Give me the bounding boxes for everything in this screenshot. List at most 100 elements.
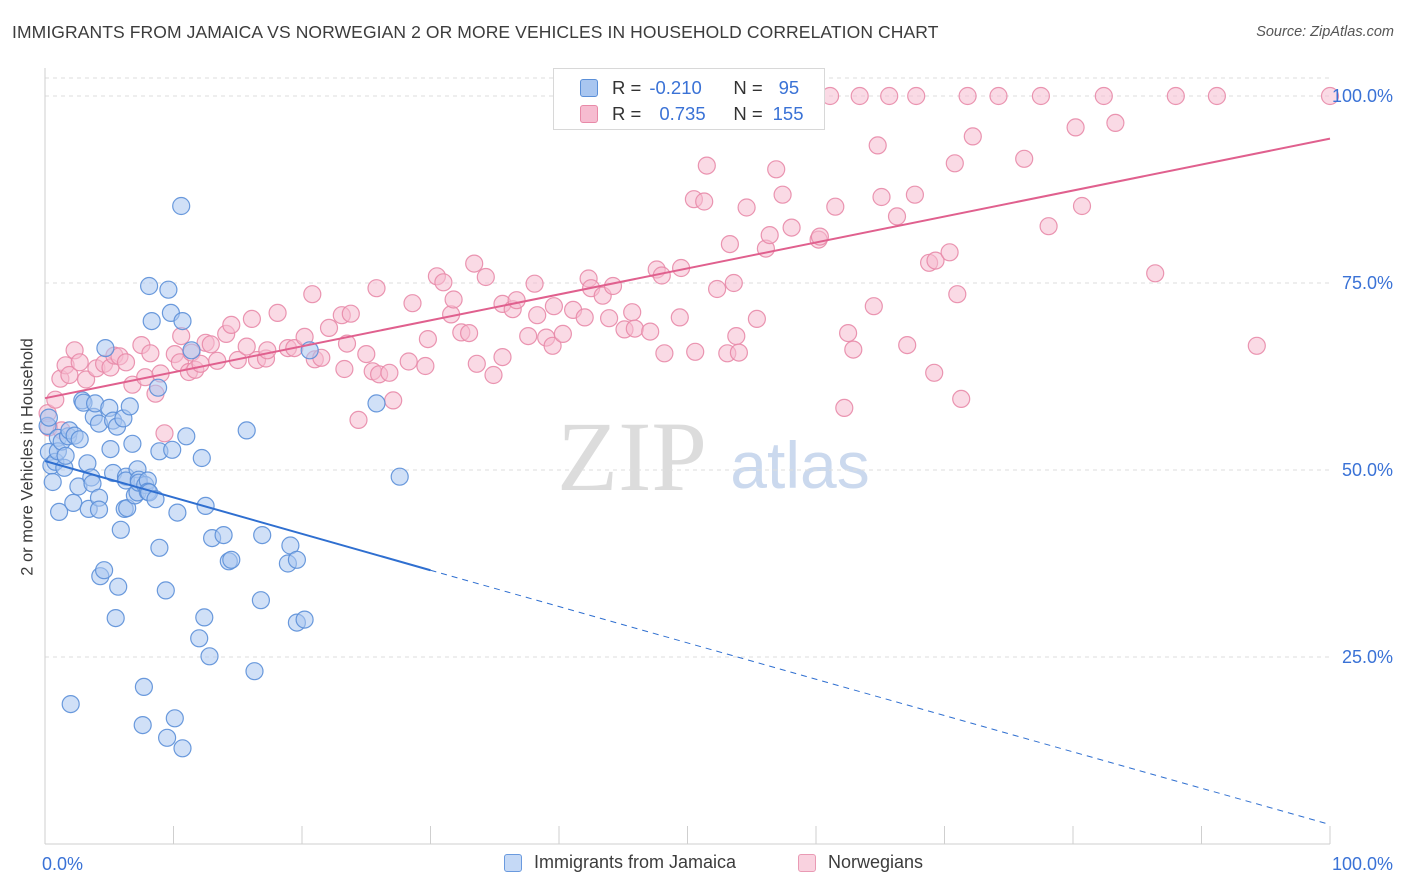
stats-legend: R = -0.210 N = 95 R = 0.735 N = 155 [553, 68, 825, 130]
chart-title: IMMIGRANTS FROM JAMAICA VS NORWEGIAN 2 O… [12, 22, 939, 42]
norwegians-point [544, 297, 564, 316]
jamaica-point [182, 341, 201, 360]
jamaica-point [156, 581, 175, 600]
jamaica-point [134, 677, 153, 697]
jamaica-point [70, 430, 89, 449]
norwegians-point [46, 390, 65, 409]
jamaica-point [133, 715, 152, 735]
bottom-legend: Immigrants from Jamaica Norwegians [0, 852, 1406, 878]
norwegians-point [222, 315, 241, 334]
norwegians-point [625, 319, 644, 338]
jamaica-point [173, 312, 192, 331]
norwegians-point [349, 410, 368, 429]
y-tick-label: 100.0% [1332, 86, 1393, 106]
jamaica-point [245, 662, 264, 681]
norwegians-point [201, 335, 220, 354]
norwegians-point [258, 341, 277, 360]
norwegians-point [543, 336, 562, 355]
jamaica-point [237, 421, 256, 440]
norwegians-point [484, 365, 503, 385]
norwegians-point [1066, 118, 1085, 137]
norwegians-point [948, 285, 967, 304]
norwegians-point [872, 187, 891, 207]
norwegians-point [1072, 196, 1092, 216]
norwegians-point [695, 192, 714, 211]
norwegians-point [1247, 336, 1266, 355]
jamaica-point [172, 196, 191, 216]
norwegians-point [729, 343, 749, 362]
norwegians-point [465, 254, 484, 273]
jamaica-point [253, 525, 272, 545]
norwegians-point [782, 218, 801, 237]
norwegians-point [952, 389, 971, 408]
norwegians-point [864, 297, 883, 316]
norwegians-point [525, 274, 544, 293]
legend-label-norwegians: Norwegians [828, 852, 924, 872]
norwegians-point [399, 352, 418, 371]
norwegians-point [926, 251, 945, 270]
jamaica-point [200, 647, 219, 666]
stats-row-jamaica: R = -0.210 N = 95 [580, 76, 799, 100]
norwegians-point [641, 322, 660, 341]
jamaica-swatch [580, 79, 598, 97]
jamaica-point [146, 490, 165, 509]
norwegians-point [367, 279, 386, 298]
norwegians-point [341, 304, 360, 323]
norwegians-point [337, 334, 357, 353]
norwegians-point [945, 154, 964, 173]
tick-labels: 25.0% 50.0% 75.0% 100.0% 0.0% 100.0% [42, 86, 1393, 874]
jamaica-point [190, 629, 209, 648]
x-tick-label-min: 0.0% [42, 854, 83, 874]
norwegians-point [335, 359, 354, 379]
norwegians-point [925, 363, 944, 382]
norwegians-point [460, 324, 479, 343]
norwegians-point [989, 86, 1008, 106]
jamaica-trend-extension [430, 569, 1331, 826]
norwegians-point [418, 330, 437, 349]
norwegians-point [727, 327, 746, 346]
norwegians-point [767, 160, 786, 179]
norwegians-point [237, 337, 256, 356]
norwegians-point [887, 207, 907, 226]
norwegians-series [38, 86, 1340, 443]
r-value-norwegians: 0.735 [659, 103, 706, 124]
jamaica-point [214, 525, 233, 545]
norwegians-swatch [580, 105, 598, 123]
norwegians-point [380, 363, 399, 382]
jamaica-point [43, 472, 62, 492]
jamaica-point [159, 280, 178, 299]
norwegians-point [116, 353, 136, 372]
jamaica-point [177, 427, 196, 446]
jamaica-point [295, 610, 314, 629]
norwegians-point [603, 276, 623, 296]
legend-item-jamaica[interactable]: Immigrants from Jamaica [504, 852, 736, 873]
jamaica-point [149, 378, 168, 397]
norwegians-point [760, 226, 779, 245]
jamaica-point [173, 739, 192, 758]
norwegians-point [1015, 149, 1034, 168]
jamaica-point [61, 694, 80, 714]
jamaica-point [367, 394, 386, 413]
r-value-jamaica: -0.210 [649, 77, 702, 98]
norwegians-point [70, 353, 89, 372]
norwegians-point [172, 327, 191, 346]
n-value-jamaica: 95 [778, 77, 800, 98]
norwegians-point [141, 344, 160, 363]
x-tick-label-max: 100.0% [1332, 854, 1393, 874]
norwegians-point [1207, 86, 1227, 106]
jamaica-point [64, 493, 83, 512]
norwegians-point [623, 303, 642, 322]
jamaica-point [123, 434, 142, 453]
legend-item-norwegians[interactable]: Norwegians [798, 852, 923, 873]
y-tick-label: 50.0% [1342, 460, 1393, 480]
jamaica-series [38, 196, 409, 758]
y-tick-label: 25.0% [1342, 647, 1393, 667]
jamaica-point [390, 467, 409, 486]
jamaica-point [56, 446, 75, 465]
jamaica-point [168, 503, 187, 522]
r-label: R = [612, 77, 642, 98]
norwegians-point [1039, 217, 1058, 236]
norwegians-point [444, 290, 463, 309]
norwegians-point [655, 344, 674, 363]
jamaica-point [163, 440, 182, 459]
